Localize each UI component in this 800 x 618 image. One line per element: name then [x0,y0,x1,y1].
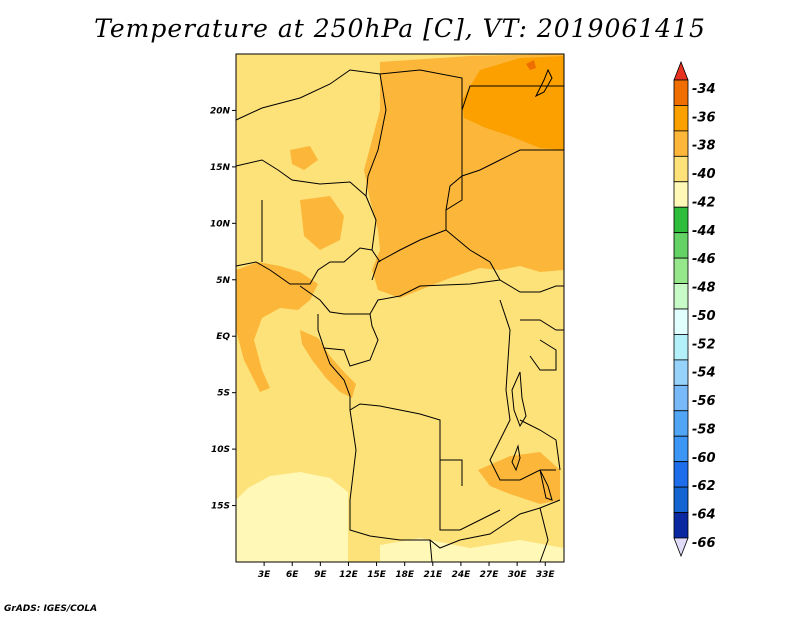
latitude-axis: 20N 15N 10N 5N EQ 5S 10S 15S [210,106,236,512]
colorbar-label: -66 [692,536,716,551]
border-line [539,507,549,563]
lat-tick-label: 10N [210,219,231,229]
colorbar-label: -64 [692,508,716,523]
border-line [520,319,564,331]
border-line [439,460,501,531]
lon-tick-label: 30E [508,570,528,580]
field-warm-west [236,262,318,392]
lon-tick-label: 21E [423,570,443,580]
colorbar-swatch [673,308,689,335]
grads-credit: GrADS: IGES/COLA [4,604,98,614]
field-warm-coast [300,330,356,398]
colorbar-label: -54 [692,366,716,381]
border-line [365,73,387,263]
colorbar-swatch [673,334,689,361]
field-warm-se [478,452,560,504]
colorbar-swatch [673,512,689,539]
temperature-field [236,54,564,562]
lake-outline [511,444,521,472]
lon-tick-label: 15E [367,570,387,580]
colorbar-swatch [673,105,689,132]
colorbar-swatch [673,232,689,259]
lat-tick-label: 5S [217,389,230,399]
border-line [371,110,463,281]
lat-tick-label: EQ [216,332,230,342]
colorbar-label: -48 [692,281,716,296]
colorbar-swatch [673,461,689,488]
lake-outline [511,371,527,428]
colorbar-label: -56 [692,394,716,409]
colorbar-swatch [673,206,689,234]
colorbar-arrow-bottom [673,537,689,558]
lon-tick-label: 9E [314,570,327,580]
lon-tick-label: 3E [258,570,271,580]
lon-tick-label: 12E [339,570,359,580]
colorbar-swatch [673,359,689,386]
colorbar: -34 -36 -38 -40 -42 -44 -46 -48 -50 -52 -54 -56 -58 -… [673,60,716,558]
colorbar-swatch [673,283,689,310]
colorbar-label: -60 [692,451,716,466]
lon-tick-label: 33E [536,570,556,580]
colorbar-label: -58 [692,422,716,437]
country-borders [235,68,564,563]
lake-outline [534,68,553,98]
border-line [299,279,501,315]
lat-tick-label: 20N [210,106,231,116]
colorbar-swatch [673,79,689,106]
colorbar-label: -34 [692,82,716,97]
colorbar-label: -62 [692,479,716,494]
colorbar-label: -36 [692,110,716,125]
lat-tick-label: 5N [216,276,230,286]
border-line [529,339,557,371]
border-line [317,313,379,367]
colorbar-swatch [673,486,689,513]
colorbar-label: -44 [692,224,716,239]
field-light-sw [236,472,348,562]
colorbar-label: -52 [692,337,716,352]
lat-tick-label: 15S [211,502,230,512]
border-line [235,159,367,197]
colorbar-swatch [673,384,689,412]
map-title: Temperature at 250hPa [C], VT: 201906141… [94,14,706,43]
field-warm-center [300,196,344,250]
field-light-se [380,538,564,562]
lat-tick-label: 10S [211,445,230,455]
lon-tick-label: 6E [286,570,299,580]
field-warm-sw-small [290,146,318,170]
border-line [429,539,433,563]
lat-tick-label: 15N [210,163,231,173]
colorbar-swatch [673,257,689,284]
border-line [445,149,564,211]
lon-tick-label: 24E [452,570,472,580]
border-line [489,299,556,481]
border-line [445,229,564,293]
border-line [519,419,561,471]
colorbar-label: -40 [692,167,716,182]
colorbar-label: -50 [692,309,716,324]
colorbar-arrow-top [673,60,689,81]
colorbar-swatch [673,410,689,437]
lake-outline [539,469,553,501]
field-hot-tip [526,60,536,70]
longitude-axis: 3E 6E 9E 12E 15E 18E 21E 24E 27E 30E 33E [258,562,556,580]
colorbar-swatch [673,155,689,183]
colorbar-swatch [673,130,689,157]
colorbar-label: -38 [692,139,716,154]
colorbar-swatch [673,435,689,463]
border-line [235,247,373,285]
colorbar-label: -42 [692,195,716,210]
colorbar-label: -46 [692,252,716,267]
lon-tick-label: 27E [480,570,500,580]
map-frame [235,53,565,563]
colorbar-swatch [673,181,689,208]
lon-tick-label: 18E [395,570,415,580]
field-hot-northeast [462,56,564,150]
